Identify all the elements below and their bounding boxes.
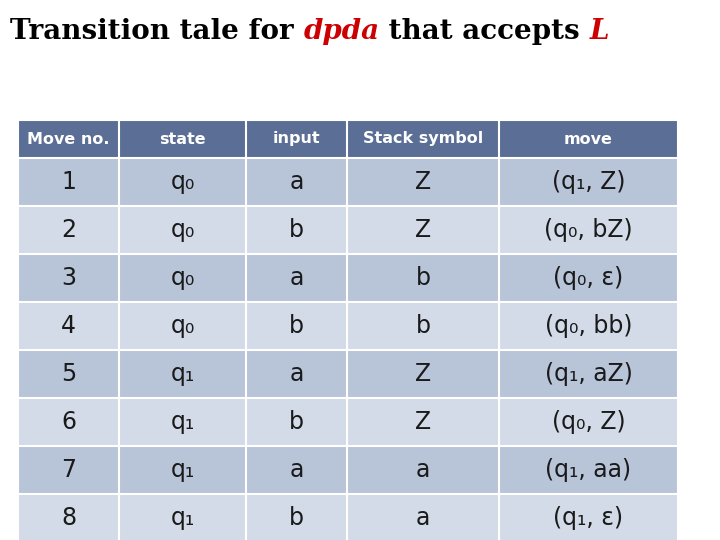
Bar [499,206,678,254]
Text: b: b [289,410,304,434]
Text: input: input [273,132,320,146]
Bar [499,446,678,494]
Text: 3: 3 [61,266,76,290]
Text: (q₁, Z): (q₁, Z) [552,170,625,194]
Text: q₀: q₀ [171,170,194,194]
Bar [246,254,347,302]
Text: (q₀, Z): (q₀, Z) [552,410,625,434]
Bar [18,350,120,398]
Text: 1: 1 [61,170,76,194]
Text: q₁: q₁ [171,362,194,386]
Text: Stack symbol: Stack symbol [363,132,483,146]
Text: L: L [590,18,609,45]
Bar [246,120,347,158]
Text: that accepts: that accepts [379,18,590,45]
Bar [120,494,246,540]
Text: q₁: q₁ [171,506,194,530]
Text: (q₀, bZ): (q₀, bZ) [544,218,633,242]
Text: b: b [415,266,431,290]
Bar [18,446,120,494]
Bar [120,254,246,302]
Text: state: state [159,132,206,146]
Text: a: a [289,458,304,482]
Bar [347,254,499,302]
Bar [120,158,246,206]
Text: (q₁, aa): (q₁, aa) [545,458,631,482]
Bar [347,158,499,206]
Bar [120,120,246,158]
Bar [120,446,246,494]
Text: Move no.: Move no. [27,132,110,146]
Bar [18,254,120,302]
Bar [18,206,120,254]
Text: 8: 8 [61,506,76,530]
Bar [347,206,499,254]
Text: q₁: q₁ [171,458,194,482]
Bar [246,494,347,540]
Bar [347,494,499,540]
Bar [499,350,678,398]
Text: a: a [415,506,430,530]
Bar [246,302,347,350]
Bar [246,350,347,398]
Bar [499,120,678,158]
Text: 6: 6 [61,410,76,434]
Text: q₀: q₀ [171,218,194,242]
Text: Transition tale for: Transition tale for [10,18,303,45]
Text: (q₁, ε): (q₁, ε) [554,506,624,530]
Bar [18,120,120,158]
Bar [18,494,120,540]
Bar [18,158,120,206]
Text: a: a [289,362,304,386]
Text: a: a [415,458,430,482]
Text: q₀: q₀ [171,266,194,290]
Bar [120,302,246,350]
Text: (q₀, ε): (q₀, ε) [554,266,624,290]
Bar [120,350,246,398]
Bar [347,446,499,494]
Bar [347,398,499,446]
Bar [246,206,347,254]
Text: a: a [289,266,304,290]
Text: b: b [415,314,431,338]
Text: Z: Z [415,218,431,242]
Text: q₀: q₀ [171,314,194,338]
Text: (q₁, aZ): (q₁, aZ) [544,362,632,386]
Text: dpda: dpda [303,18,379,45]
Text: Z: Z [415,362,431,386]
Bar [120,206,246,254]
Text: b: b [289,218,304,242]
Bar [18,302,120,350]
Text: 5: 5 [61,362,76,386]
Text: 7: 7 [61,458,76,482]
Bar [246,158,347,206]
Bar [499,494,678,540]
Text: 2: 2 [61,218,76,242]
Text: b: b [289,314,304,338]
Text: a: a [289,170,304,194]
Bar [499,302,678,350]
Bar [347,302,499,350]
Bar [347,120,499,158]
Bar [246,446,347,494]
Text: Z: Z [415,410,431,434]
Bar [347,350,499,398]
Text: move: move [564,132,613,146]
Bar [18,398,120,446]
Bar [120,398,246,446]
Bar [246,398,347,446]
Bar [499,398,678,446]
Text: 4: 4 [61,314,76,338]
Bar [499,254,678,302]
Text: q₁: q₁ [171,410,194,434]
Text: b: b [289,506,304,530]
Text: (q₀, bb): (q₀, bb) [545,314,632,338]
Text: Z: Z [415,170,431,194]
Bar [499,158,678,206]
